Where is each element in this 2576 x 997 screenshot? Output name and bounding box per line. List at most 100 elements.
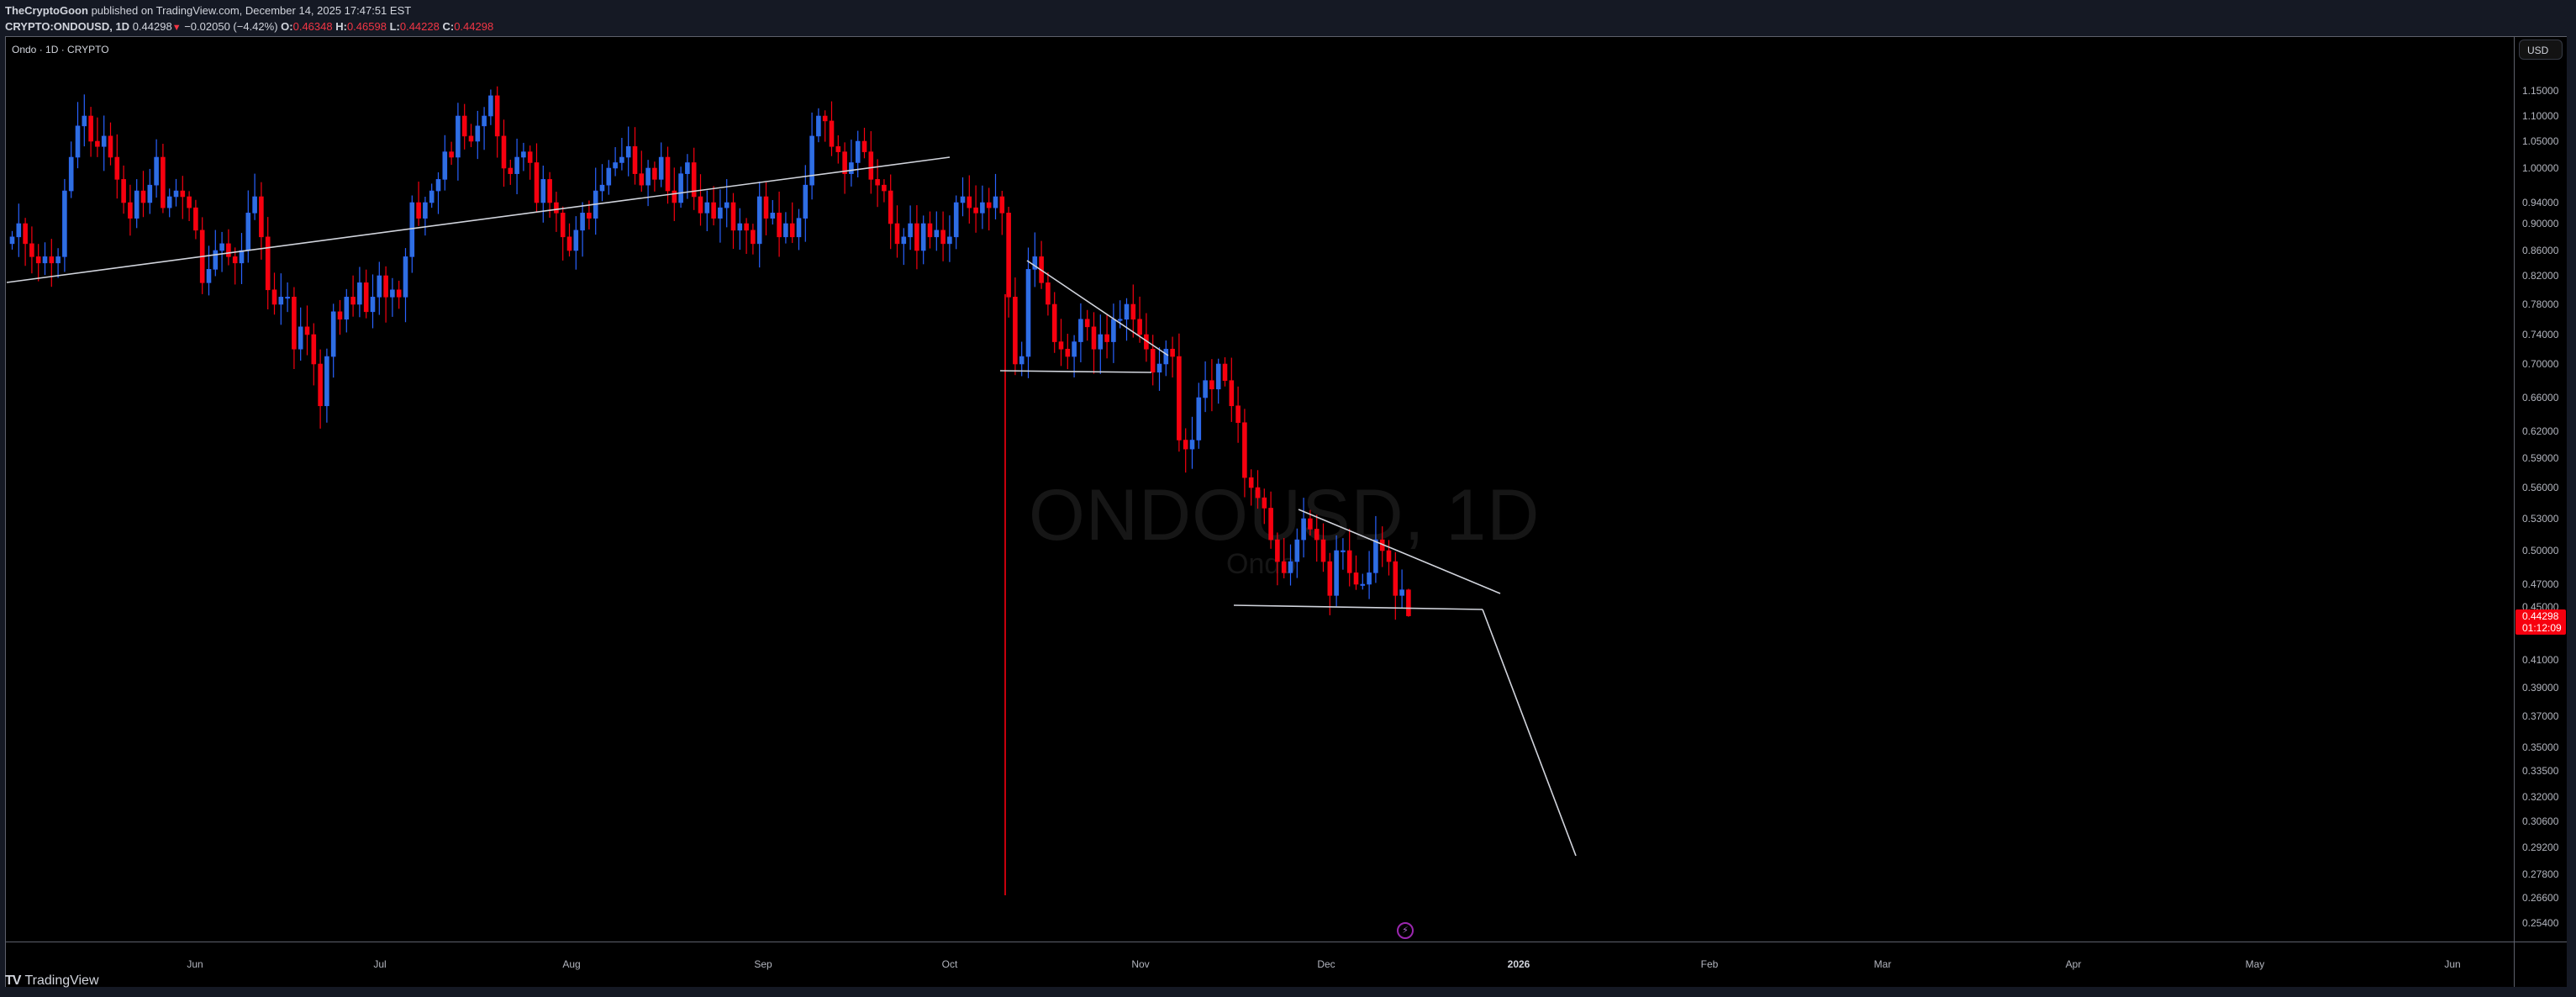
trendline-drawing[interactable] [1233, 604, 1483, 610]
candle-down [829, 120, 835, 147]
time-axis[interactable] [6, 942, 2514, 987]
candle-up [1215, 363, 1221, 390]
lightning-event-icon[interactable]: ⚡ [1397, 922, 1414, 939]
price-tick-label: 0.37000 [2522, 710, 2559, 722]
publish-line: TheCryptoGoon published on TradingView.c… [5, 3, 493, 18]
price-tick-label: 0.74000 [2522, 329, 2559, 340]
time-tick-label: Nov [1131, 958, 1150, 970]
candle-up [370, 297, 376, 313]
trendline-drawing[interactable] [1482, 609, 1577, 857]
currency-button[interactable]: USD [2519, 40, 2563, 60]
candle-up [62, 190, 67, 257]
price-tick-label: 0.33500 [2522, 765, 2559, 777]
candle-up [1203, 380, 1208, 398]
candle-up [724, 202, 730, 208]
candle-up [678, 173, 683, 203]
candle-down [265, 236, 271, 291]
candle-down [547, 179, 552, 203]
candle-down [396, 289, 402, 298]
close-value: 0.44298 [454, 20, 494, 33]
candle-up [704, 202, 710, 214]
last-price: 0.44298 [132, 20, 172, 33]
candle-up [521, 151, 526, 158]
axis-corner [2514, 942, 2567, 987]
footer-branding: TV TradingView [5, 973, 99, 989]
candle-up [993, 196, 998, 208]
candle-down [882, 184, 887, 192]
candle-up [213, 250, 219, 270]
candle-up [16, 223, 22, 238]
candle-up [540, 179, 546, 203]
candle-down [1314, 529, 1320, 541]
price-tick-label: 1.05000 [2522, 135, 2559, 147]
trendline-drawing[interactable] [6, 156, 951, 283]
candle-up [803, 184, 809, 219]
price-tick-label: 0.70000 [2522, 358, 2559, 370]
price-tick-label: 0.53000 [2522, 513, 2559, 525]
candle-down [416, 202, 421, 219]
chart-legend-title[interactable]: Ondo · 1D · CRYPTO [12, 44, 109, 55]
candle-down [193, 207, 198, 231]
candle-down [226, 243, 231, 257]
candle-down [967, 196, 972, 208]
candle-down [1262, 497, 1267, 509]
time-tick-label: Jul [373, 958, 387, 970]
trendline-drawing[interactable] [999, 370, 1152, 373]
trendline-drawing[interactable] [1298, 509, 1501, 594]
candle-up [737, 223, 743, 231]
open-value: 0.46348 [292, 20, 333, 33]
candle-up [606, 167, 612, 186]
candle-up [901, 236, 907, 245]
candle-down [751, 229, 756, 245]
author-name[interactable]: TheCryptoGoon [5, 4, 88, 17]
candle-down [49, 256, 55, 264]
candle-down [527, 151, 533, 163]
time-tick-label: Sep [754, 958, 772, 970]
candle-down [672, 190, 677, 203]
candle-up [613, 162, 618, 169]
down-arrow-icon: ▼ [171, 23, 182, 33]
time-tick-label: 2026 [1507, 958, 1530, 970]
candle-down [114, 156, 120, 180]
candle-up [770, 213, 776, 219]
candle-up [783, 223, 788, 238]
candle-up [245, 213, 251, 251]
candle-down [1281, 561, 1287, 573]
candle-down [259, 196, 264, 238]
candle-up [298, 326, 303, 350]
candle-down [822, 115, 828, 122]
candle-down [1327, 561, 1333, 596]
publish-header: TheCryptoGoon published on TradingView.c… [5, 3, 493, 36]
candle-down [986, 202, 992, 208]
candle-up [344, 297, 350, 320]
candle-up [429, 190, 435, 203]
candle-up [619, 156, 624, 163]
candle-up [9, 236, 15, 245]
candle-down [468, 135, 474, 142]
candle-down [29, 243, 34, 257]
candle-down [560, 213, 566, 238]
candle-up [756, 196, 762, 245]
price-tick-label: 0.30600 [2522, 815, 2559, 827]
time-tick-label: Dec [1317, 958, 1335, 970]
candle-down [508, 167, 514, 174]
candle-up [1367, 572, 1372, 585]
time-tick-label: Mar [1873, 958, 1892, 970]
candle-up [1334, 550, 1339, 596]
candle-down [566, 236, 572, 251]
candle-down [1104, 334, 1109, 342]
candle-down [587, 213, 592, 219]
trendline-drawing[interactable] [1026, 260, 1169, 356]
price-axis[interactable] [2514, 37, 2567, 942]
symbol-ohlc-line: CRYPTO:ONDOUSD, 1D 0.44298▼ −0.02050 (−4… [5, 18, 493, 36]
candle-down [121, 179, 126, 203]
candle-down [1137, 319, 1142, 335]
candle-up [1072, 341, 1077, 357]
candle-up [488, 95, 493, 117]
candle-down [730, 202, 736, 231]
candle-up [285, 297, 290, 299]
candle-down [461, 115, 467, 137]
candle-down [88, 115, 93, 142]
price-tick-label: 0.32000 [2522, 791, 2559, 803]
candle-down [861, 140, 867, 152]
